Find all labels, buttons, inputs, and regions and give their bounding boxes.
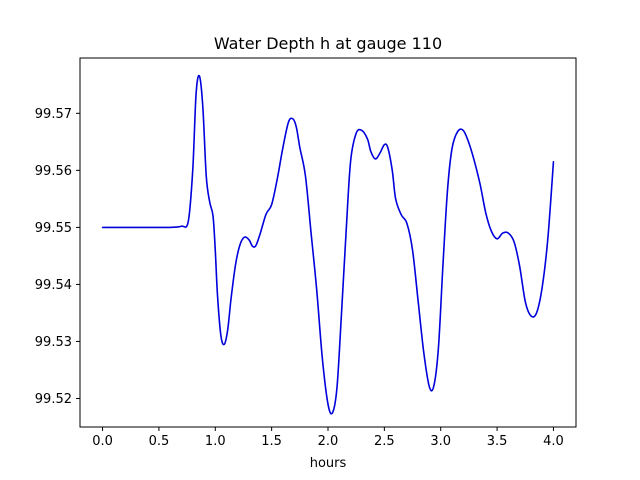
y-tick-label: 99.55 [35,221,72,236]
x-tick-label: 3.5 [487,434,508,449]
y-tick-label: 99.53 [35,335,72,350]
x-axis-label: hours [310,456,347,471]
series-line [101,74,555,415]
chart-title: Water Depth h at gauge 110 [214,34,442,53]
y-axis: 99.52 99.53 99.54 99.55 99.56 99.57 [35,107,80,407]
y-tick-label: 99.57 [35,107,72,122]
y-tick-label: 99.54 [35,278,72,293]
x-tick-label: 4.0 [543,434,564,449]
x-tick-label: 1.0 [205,434,226,449]
y-tick-label: 99.52 [35,392,72,407]
x-tick-label: 2.0 [318,434,339,449]
x-tick-label: 0.5 [149,434,170,449]
x-tick-label: 3.0 [430,434,451,449]
y-tick-label: 99.56 [35,164,72,179]
plot-area [79,57,577,428]
x-tick-label: 2.5 [374,434,395,449]
x-tick-label: 1.5 [261,434,282,449]
series-layer [101,74,555,415]
x-tick-label: 0.0 [92,434,113,449]
x-axis: 0.0 0.5 1.0 1.5 2.0 2.5 3.0 3.5 4.0 [92,427,564,449]
